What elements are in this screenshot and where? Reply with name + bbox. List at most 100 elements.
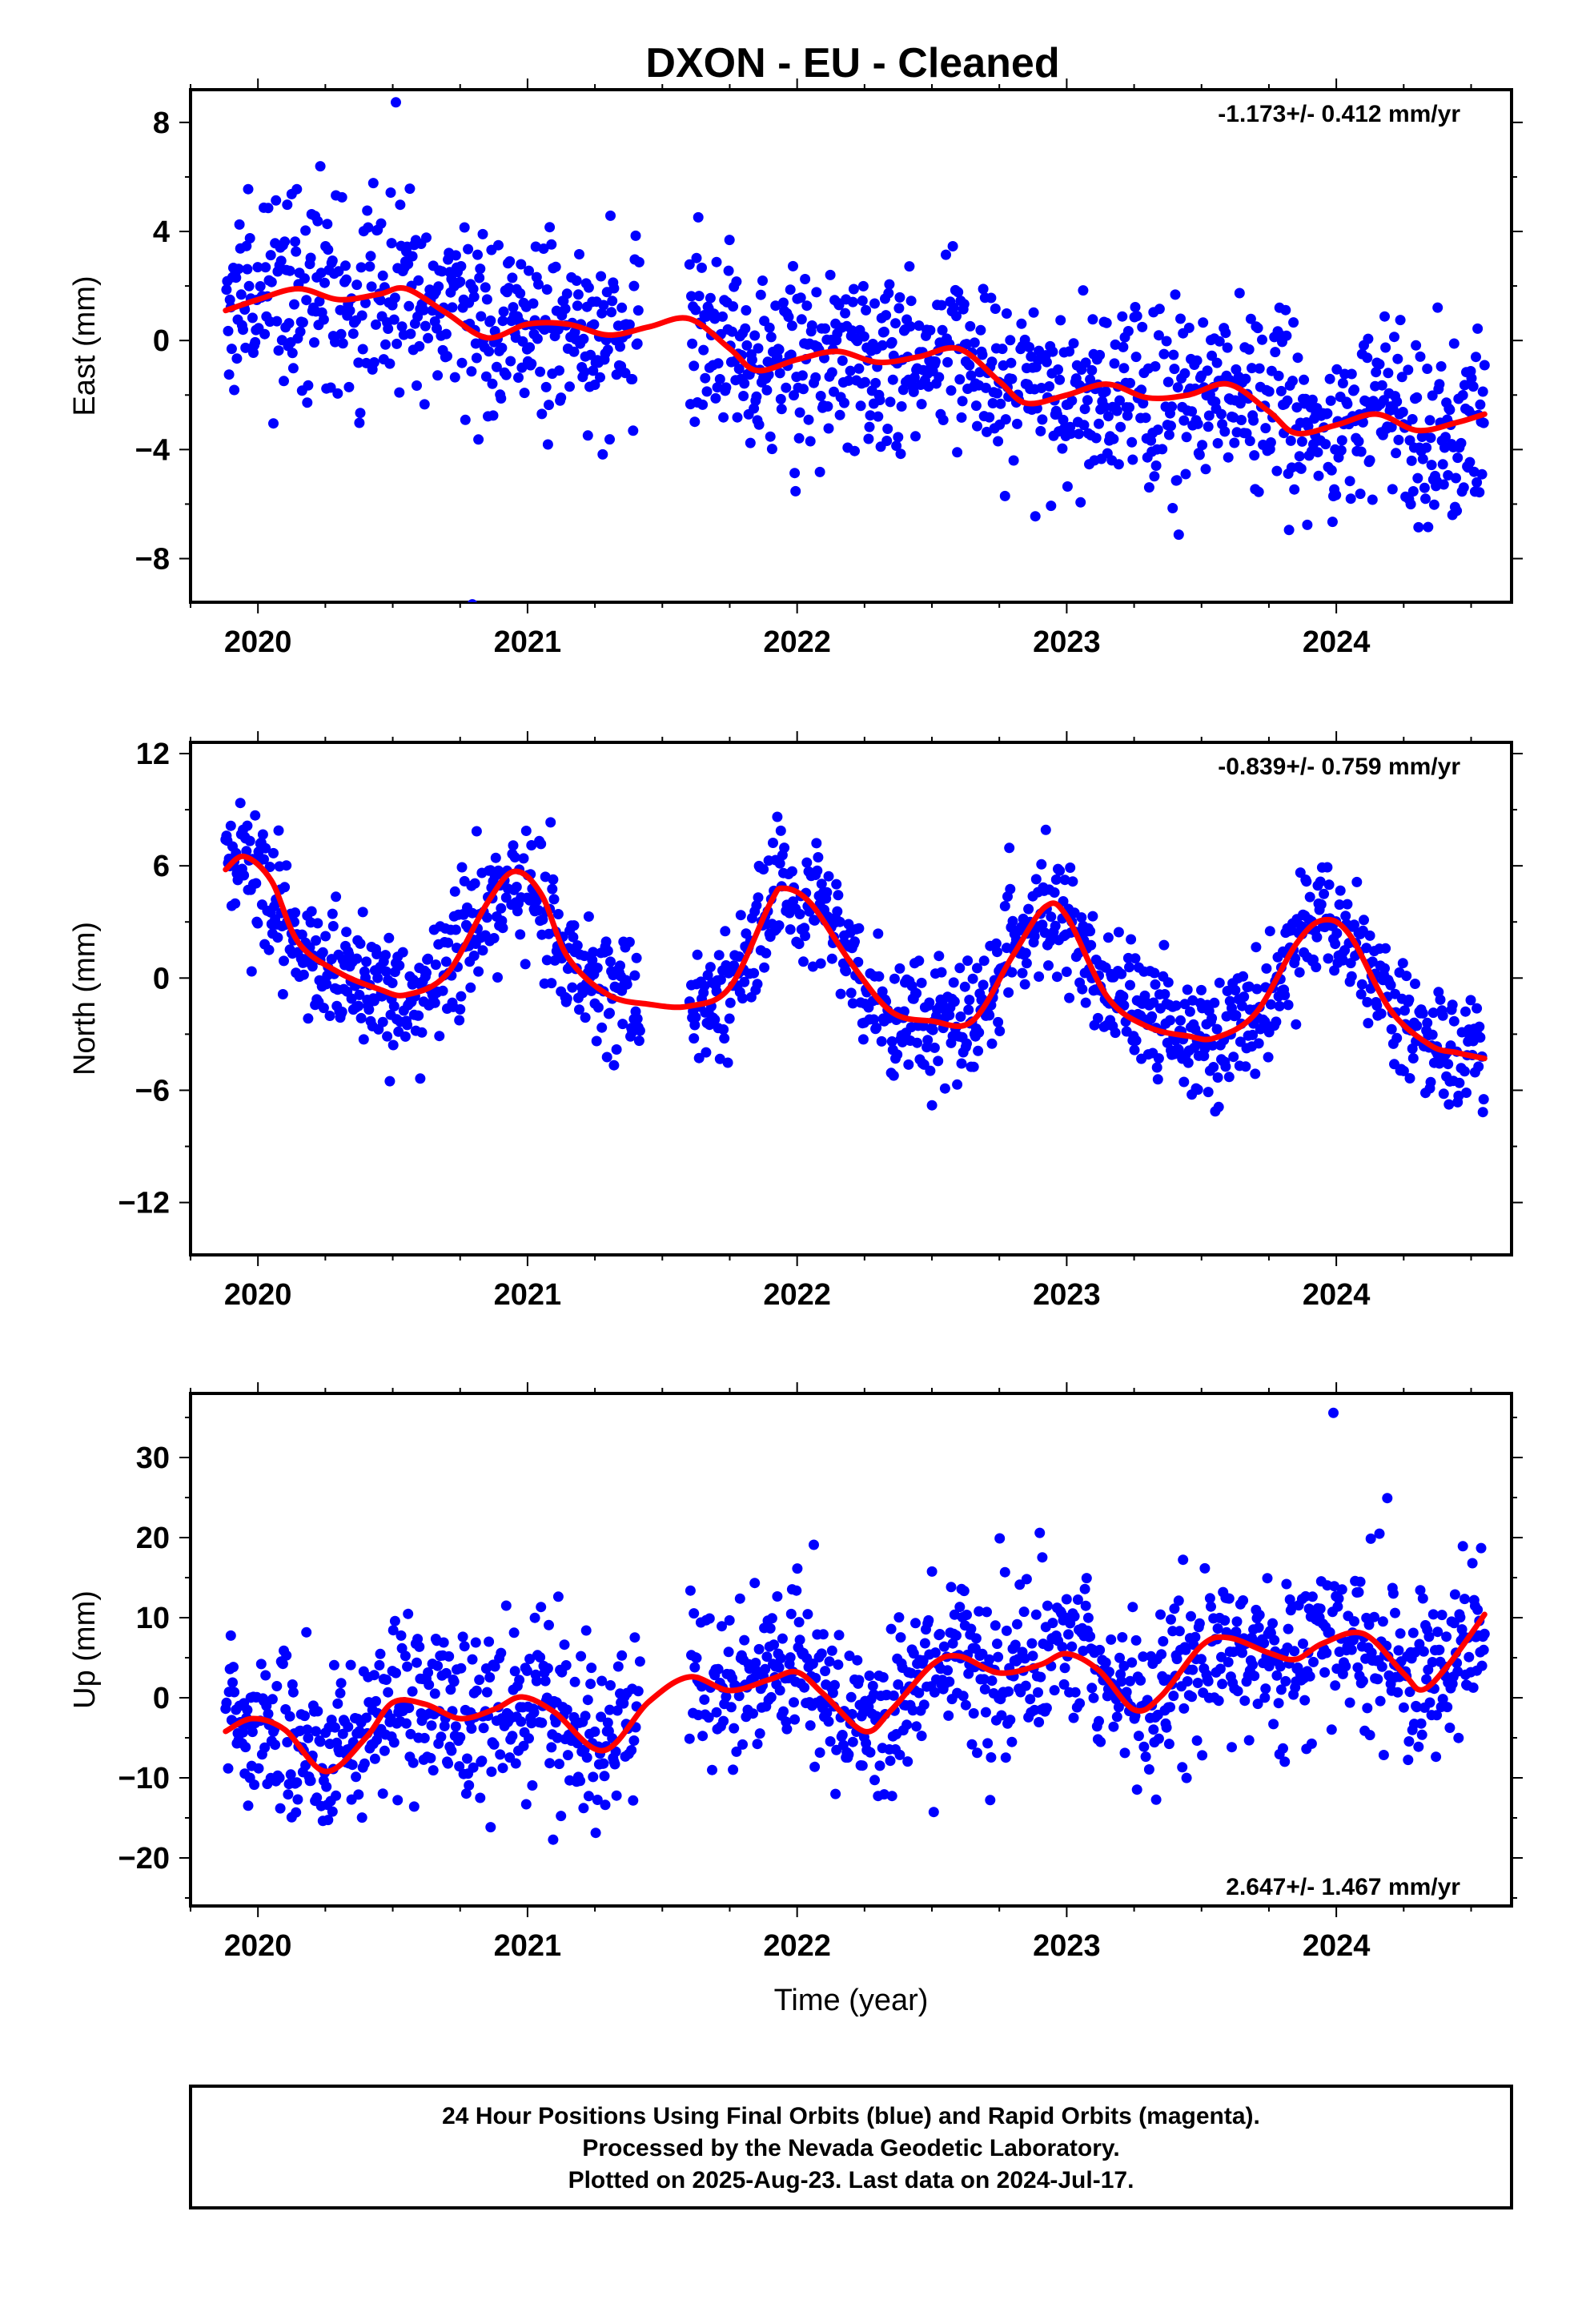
north-data-point [786, 866, 797, 877]
east-data-point [367, 178, 379, 189]
north-data-point [596, 1022, 608, 1033]
east-data-point [596, 308, 608, 319]
up-data-point [1427, 1657, 1438, 1667]
east-data-point [790, 485, 801, 497]
north-data-point [1364, 930, 1375, 941]
north-data-point [927, 1024, 938, 1035]
north-data-point [380, 950, 391, 961]
east-data-point [964, 360, 975, 371]
north-data-point [568, 931, 579, 943]
up-data-point [225, 1630, 236, 1641]
north-data-point [508, 840, 519, 851]
east-data-point [336, 191, 347, 203]
east-data-point [1367, 494, 1378, 505]
east-data-point [1149, 471, 1160, 482]
north-data-point [1209, 997, 1220, 1008]
up-data-point [1161, 1722, 1172, 1733]
east-data-point [1028, 307, 1039, 318]
north-data-point [537, 914, 548, 925]
east-data-point [857, 296, 868, 306]
east-data-point [279, 376, 289, 387]
up-data-point [807, 1659, 818, 1670]
north-data-point [929, 1042, 940, 1053]
up-data-point [302, 1724, 313, 1735]
north-rate-annotation: -0.839+/- 0.759 mm/yr [1218, 754, 1460, 780]
up-data-point [1283, 1623, 1294, 1634]
east-data-point [260, 262, 271, 273]
up-data-point [281, 1650, 292, 1661]
east-data-point [701, 386, 713, 397]
up-data-point [457, 1631, 468, 1642]
east-data-point [244, 233, 255, 243]
north-data-point [242, 820, 253, 831]
north-data-point [835, 988, 846, 999]
east-data-point [546, 239, 557, 250]
north-data-point [588, 947, 599, 958]
up-xtick-label: 2024 [1303, 1929, 1371, 1963]
east-data-point [937, 324, 948, 336]
up-data-point [404, 1703, 415, 1714]
east-data-point [1047, 346, 1058, 357]
north-data-point [992, 947, 1002, 958]
north-data-point [1007, 915, 1018, 927]
up-data-point [426, 1720, 437, 1731]
north-data-point [925, 1065, 936, 1076]
east-data-point [394, 387, 405, 398]
up-data-point [1307, 1591, 1318, 1602]
north-data-point [413, 1010, 424, 1021]
north-data-point [793, 939, 805, 950]
up-data-point [1088, 1692, 1099, 1703]
east-data-point [588, 319, 600, 330]
up-data-point [994, 1533, 1006, 1544]
north-data-point [383, 932, 395, 943]
east-data-point [1200, 464, 1211, 475]
north-data-point [967, 973, 978, 984]
east-data-point [362, 205, 373, 216]
up-data-point [486, 1766, 497, 1777]
north-data-point [868, 1014, 879, 1025]
east-data-point [1282, 395, 1293, 406]
east-data-point [1008, 455, 1019, 466]
east-data-point [1355, 446, 1367, 457]
up-data-point [462, 1753, 472, 1764]
east-data-point [1325, 395, 1336, 406]
east-data-point [221, 284, 232, 296]
up-data-point [377, 1788, 388, 1799]
east-data-point [517, 336, 528, 347]
east-data-point [1472, 476, 1483, 488]
north-data-point [713, 950, 725, 961]
east-data-point [384, 358, 396, 369]
north-data-point [279, 955, 289, 967]
north-data-point [1247, 1029, 1259, 1040]
north-data-point [689, 1019, 701, 1031]
north-data-point [394, 960, 405, 971]
east-data-point [243, 280, 255, 292]
up-data-point [1449, 1589, 1460, 1600]
up-data-point [1271, 1670, 1283, 1681]
up-data-point [514, 1675, 525, 1686]
east-data-point [1291, 402, 1303, 413]
east-data-point [596, 271, 607, 282]
up-data-point [414, 1641, 425, 1652]
up-data-point [569, 1676, 580, 1687]
east-data-point [493, 239, 504, 251]
north-data-point [690, 1011, 701, 1023]
north-data-point [497, 923, 508, 934]
north-data-point [592, 1002, 604, 1013]
east-data-point [825, 269, 836, 280]
up-data-point [331, 1790, 342, 1801]
up-data-point [1390, 1607, 1400, 1618]
up-data-point [792, 1563, 803, 1574]
east-rate-annotation: -1.173+/- 0.412 mm/yr [1218, 101, 1460, 127]
north-data-point [512, 906, 523, 917]
east-data-point [1005, 335, 1016, 346]
north-data-point [758, 864, 769, 875]
east-data-point [235, 289, 247, 300]
up-data-point [785, 1652, 796, 1663]
north-data-point [1475, 1032, 1486, 1043]
up-data-point [1034, 1717, 1045, 1727]
up-data-point [1298, 1638, 1308, 1649]
east-data-point [938, 415, 949, 425]
east-data-point [1411, 340, 1422, 351]
